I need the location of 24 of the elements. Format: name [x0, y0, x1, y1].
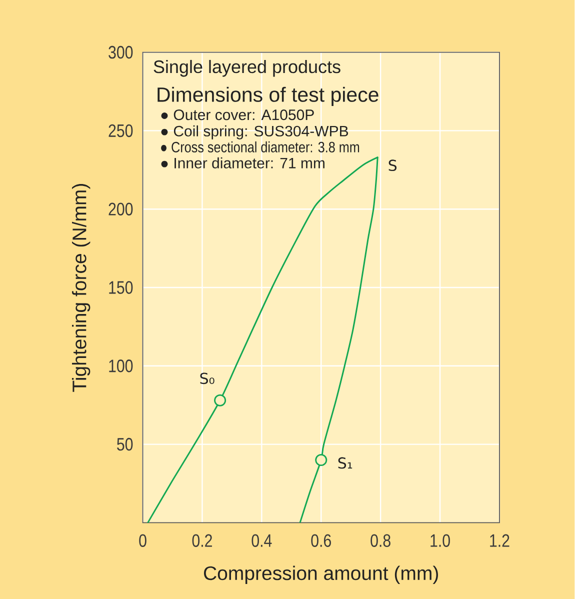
y-tick-label: 50: [117, 438, 133, 451]
annotation: S₁: [338, 457, 352, 469]
x-tick-label: 0.4: [252, 534, 272, 547]
annotation: ● Inner diameter: 71 mm: [161, 157, 325, 168]
annotation: ● Cross sectional diameter: 3.8 mm: [161, 141, 360, 152]
annotation: S₀: [200, 372, 214, 384]
x-axis-title: Compression amount (mm): [204, 566, 438, 584]
annotation: S: [388, 160, 397, 172]
y-tick-label: 100: [109, 360, 133, 372]
y-tick-label: 250: [108, 124, 133, 138]
y-axis-title: Tightening force (N/mm): [72, 184, 90, 392]
chart-title: Single layered products: [154, 60, 340, 77]
annotation: ● Outer cover: A1050P: [161, 110, 314, 120]
text: Dimensions of test piece: [158, 86, 378, 106]
y-tick-label: 300: [108, 46, 133, 59]
x-tick-label: 1.2: [490, 534, 510, 547]
x-tick-label: 0: [139, 534, 146, 547]
annotation: ● Coil spring: SUS304-WPB: [161, 125, 348, 140]
y-tick-label: 200: [108, 202, 133, 216]
x-tick-label: 0.6: [311, 534, 332, 547]
x-tick-label: 0.8: [370, 534, 391, 547]
x-tick-label: 1.0: [430, 534, 450, 547]
x-tick-label: 0.2: [192, 534, 212, 547]
y-tick-label: 150: [109, 281, 133, 294]
